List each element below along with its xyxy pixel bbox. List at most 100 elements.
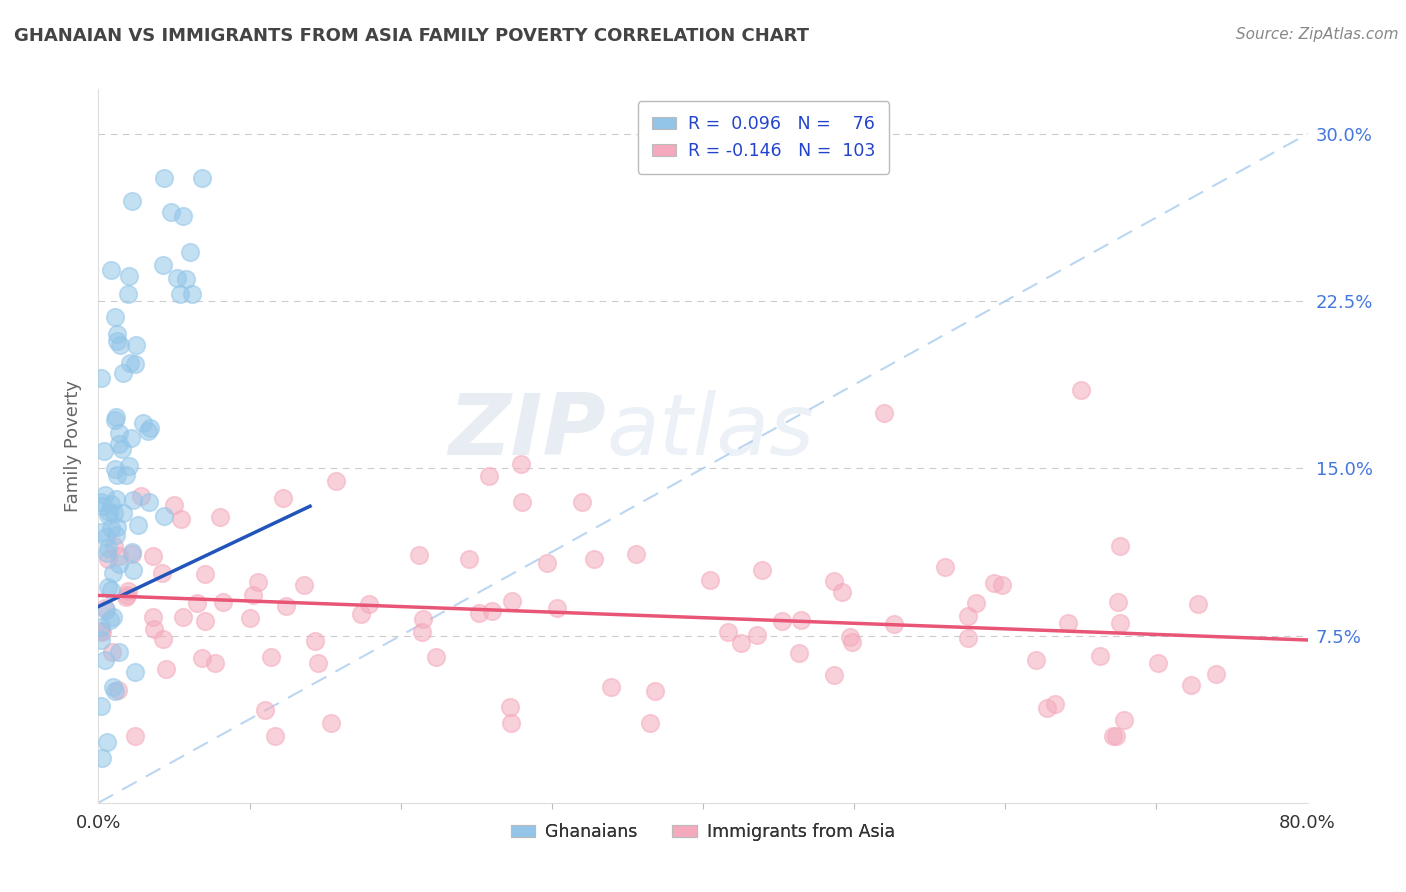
Point	[125, 338, 148, 352]
Point	[751, 563, 773, 577]
Text: Source: ZipAtlas.com: Source: ZipAtlas.com	[1236, 27, 1399, 42]
Point	[1107, 595, 1129, 609]
Point	[717, 625, 740, 640]
Point	[150, 566, 173, 581]
Point	[129, 489, 152, 503]
Point	[115, 590, 138, 604]
Point	[115, 588, 138, 602]
Point	[117, 584, 139, 599]
Point	[152, 632, 174, 646]
Point	[139, 421, 162, 435]
Point	[983, 576, 1005, 591]
Point	[166, 271, 188, 285]
Point	[152, 259, 174, 273]
Point	[104, 683, 127, 698]
Point	[644, 683, 666, 698]
Point	[499, 715, 522, 730]
Point	[169, 286, 191, 301]
Point	[359, 597, 381, 611]
Point	[626, 547, 648, 561]
Point	[114, 467, 136, 482]
Point	[100, 262, 122, 277]
Point	[104, 528, 127, 542]
Point	[91, 499, 114, 513]
Point	[1070, 384, 1092, 398]
Point	[142, 549, 165, 563]
Point	[1056, 615, 1078, 630]
Point	[1147, 656, 1170, 670]
Point	[181, 287, 204, 301]
Point	[90, 620, 112, 634]
Point	[458, 551, 481, 566]
Point	[264, 729, 287, 743]
Point	[90, 495, 112, 509]
Point	[105, 520, 128, 534]
Point	[121, 544, 143, 558]
Point	[990, 578, 1012, 592]
Point	[124, 729, 146, 743]
Point	[112, 506, 135, 520]
Point	[172, 209, 194, 223]
Point	[242, 588, 264, 602]
Point	[600, 680, 623, 694]
Point	[408, 548, 430, 562]
Point	[132, 417, 155, 431]
Point	[94, 603, 117, 617]
Point	[841, 635, 863, 649]
Point	[138, 495, 160, 509]
Point	[209, 510, 232, 524]
Point	[90, 633, 112, 648]
Point	[411, 624, 433, 639]
Point	[100, 497, 122, 511]
Point	[571, 494, 593, 508]
Point	[211, 595, 233, 609]
Point	[108, 549, 131, 564]
Point	[93, 444, 115, 458]
Point	[103, 506, 125, 520]
Point	[292, 577, 315, 591]
Point	[509, 458, 531, 472]
Point	[90, 525, 112, 540]
Text: GHANAIAN VS IMMIGRANTS FROM ASIA FAMILY POVERTY CORRELATION CHART: GHANAIAN VS IMMIGRANTS FROM ASIA FAMILY …	[14, 27, 808, 45]
Point	[90, 624, 112, 638]
Point	[104, 462, 127, 476]
Point	[425, 649, 447, 664]
Point	[957, 631, 980, 645]
Point	[730, 636, 752, 650]
Point	[121, 194, 143, 208]
Point	[142, 610, 165, 624]
Point	[831, 585, 853, 599]
Point	[1102, 729, 1125, 743]
Point	[117, 458, 139, 473]
Point	[770, 615, 793, 629]
Point	[108, 338, 131, 352]
Point	[204, 656, 226, 670]
Point	[96, 546, 118, 560]
Text: ZIP: ZIP	[449, 390, 606, 474]
Point	[170, 512, 193, 526]
Point	[194, 567, 217, 582]
Point	[304, 633, 326, 648]
Point	[1035, 701, 1057, 715]
Point	[107, 557, 129, 571]
Point	[1088, 648, 1111, 663]
Point	[934, 560, 956, 574]
Point	[510, 494, 533, 508]
Point	[100, 582, 122, 597]
Point	[883, 616, 905, 631]
Point	[787, 646, 810, 660]
Point	[104, 491, 127, 506]
Point	[111, 366, 134, 380]
Point	[136, 424, 159, 438]
Point	[319, 716, 342, 731]
Point	[118, 269, 141, 284]
Point	[90, 371, 112, 385]
Point	[179, 244, 201, 259]
Point	[638, 716, 661, 731]
Point	[153, 508, 176, 523]
Point	[582, 551, 605, 566]
Point	[105, 468, 128, 483]
Point	[122, 563, 145, 577]
Point	[501, 594, 523, 608]
Point	[174, 271, 197, 285]
